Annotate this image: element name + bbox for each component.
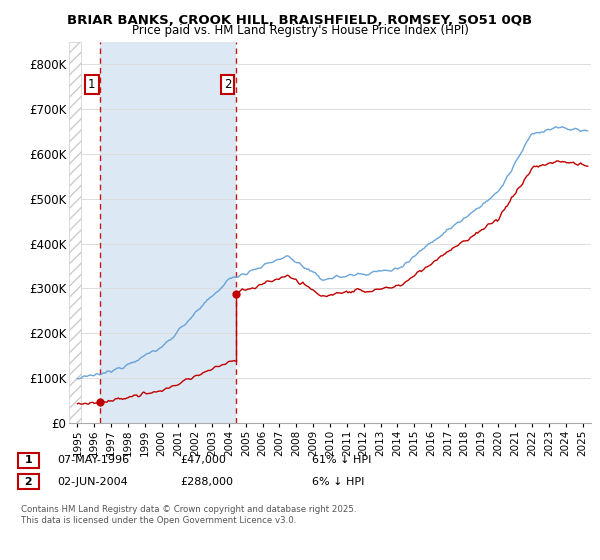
Text: 61% ↓ HPI: 61% ↓ HPI xyxy=(312,455,371,465)
Bar xyxy=(69,42,81,423)
Text: 02-JUN-2004: 02-JUN-2004 xyxy=(57,477,128,487)
Text: Price paid vs. HM Land Registry's House Price Index (HPI): Price paid vs. HM Land Registry's House … xyxy=(131,24,469,37)
Text: 1: 1 xyxy=(21,455,37,465)
Text: 07-MAY-1996: 07-MAY-1996 xyxy=(57,455,129,465)
Text: Contains HM Land Registry data © Crown copyright and database right 2025.
This d: Contains HM Land Registry data © Crown c… xyxy=(21,505,356,525)
Text: 2: 2 xyxy=(224,78,232,91)
Text: 6% ↓ HPI: 6% ↓ HPI xyxy=(312,477,364,487)
Text: 1: 1 xyxy=(88,78,95,91)
Text: £288,000: £288,000 xyxy=(180,477,233,487)
Bar xyxy=(100,42,236,423)
Text: 2: 2 xyxy=(21,477,37,487)
Text: £47,000: £47,000 xyxy=(180,455,226,465)
Text: BRIAR BANKS, CROOK HILL, BRAISHFIELD, ROMSEY, SO51 0QB: BRIAR BANKS, CROOK HILL, BRAISHFIELD, RO… xyxy=(67,14,533,27)
